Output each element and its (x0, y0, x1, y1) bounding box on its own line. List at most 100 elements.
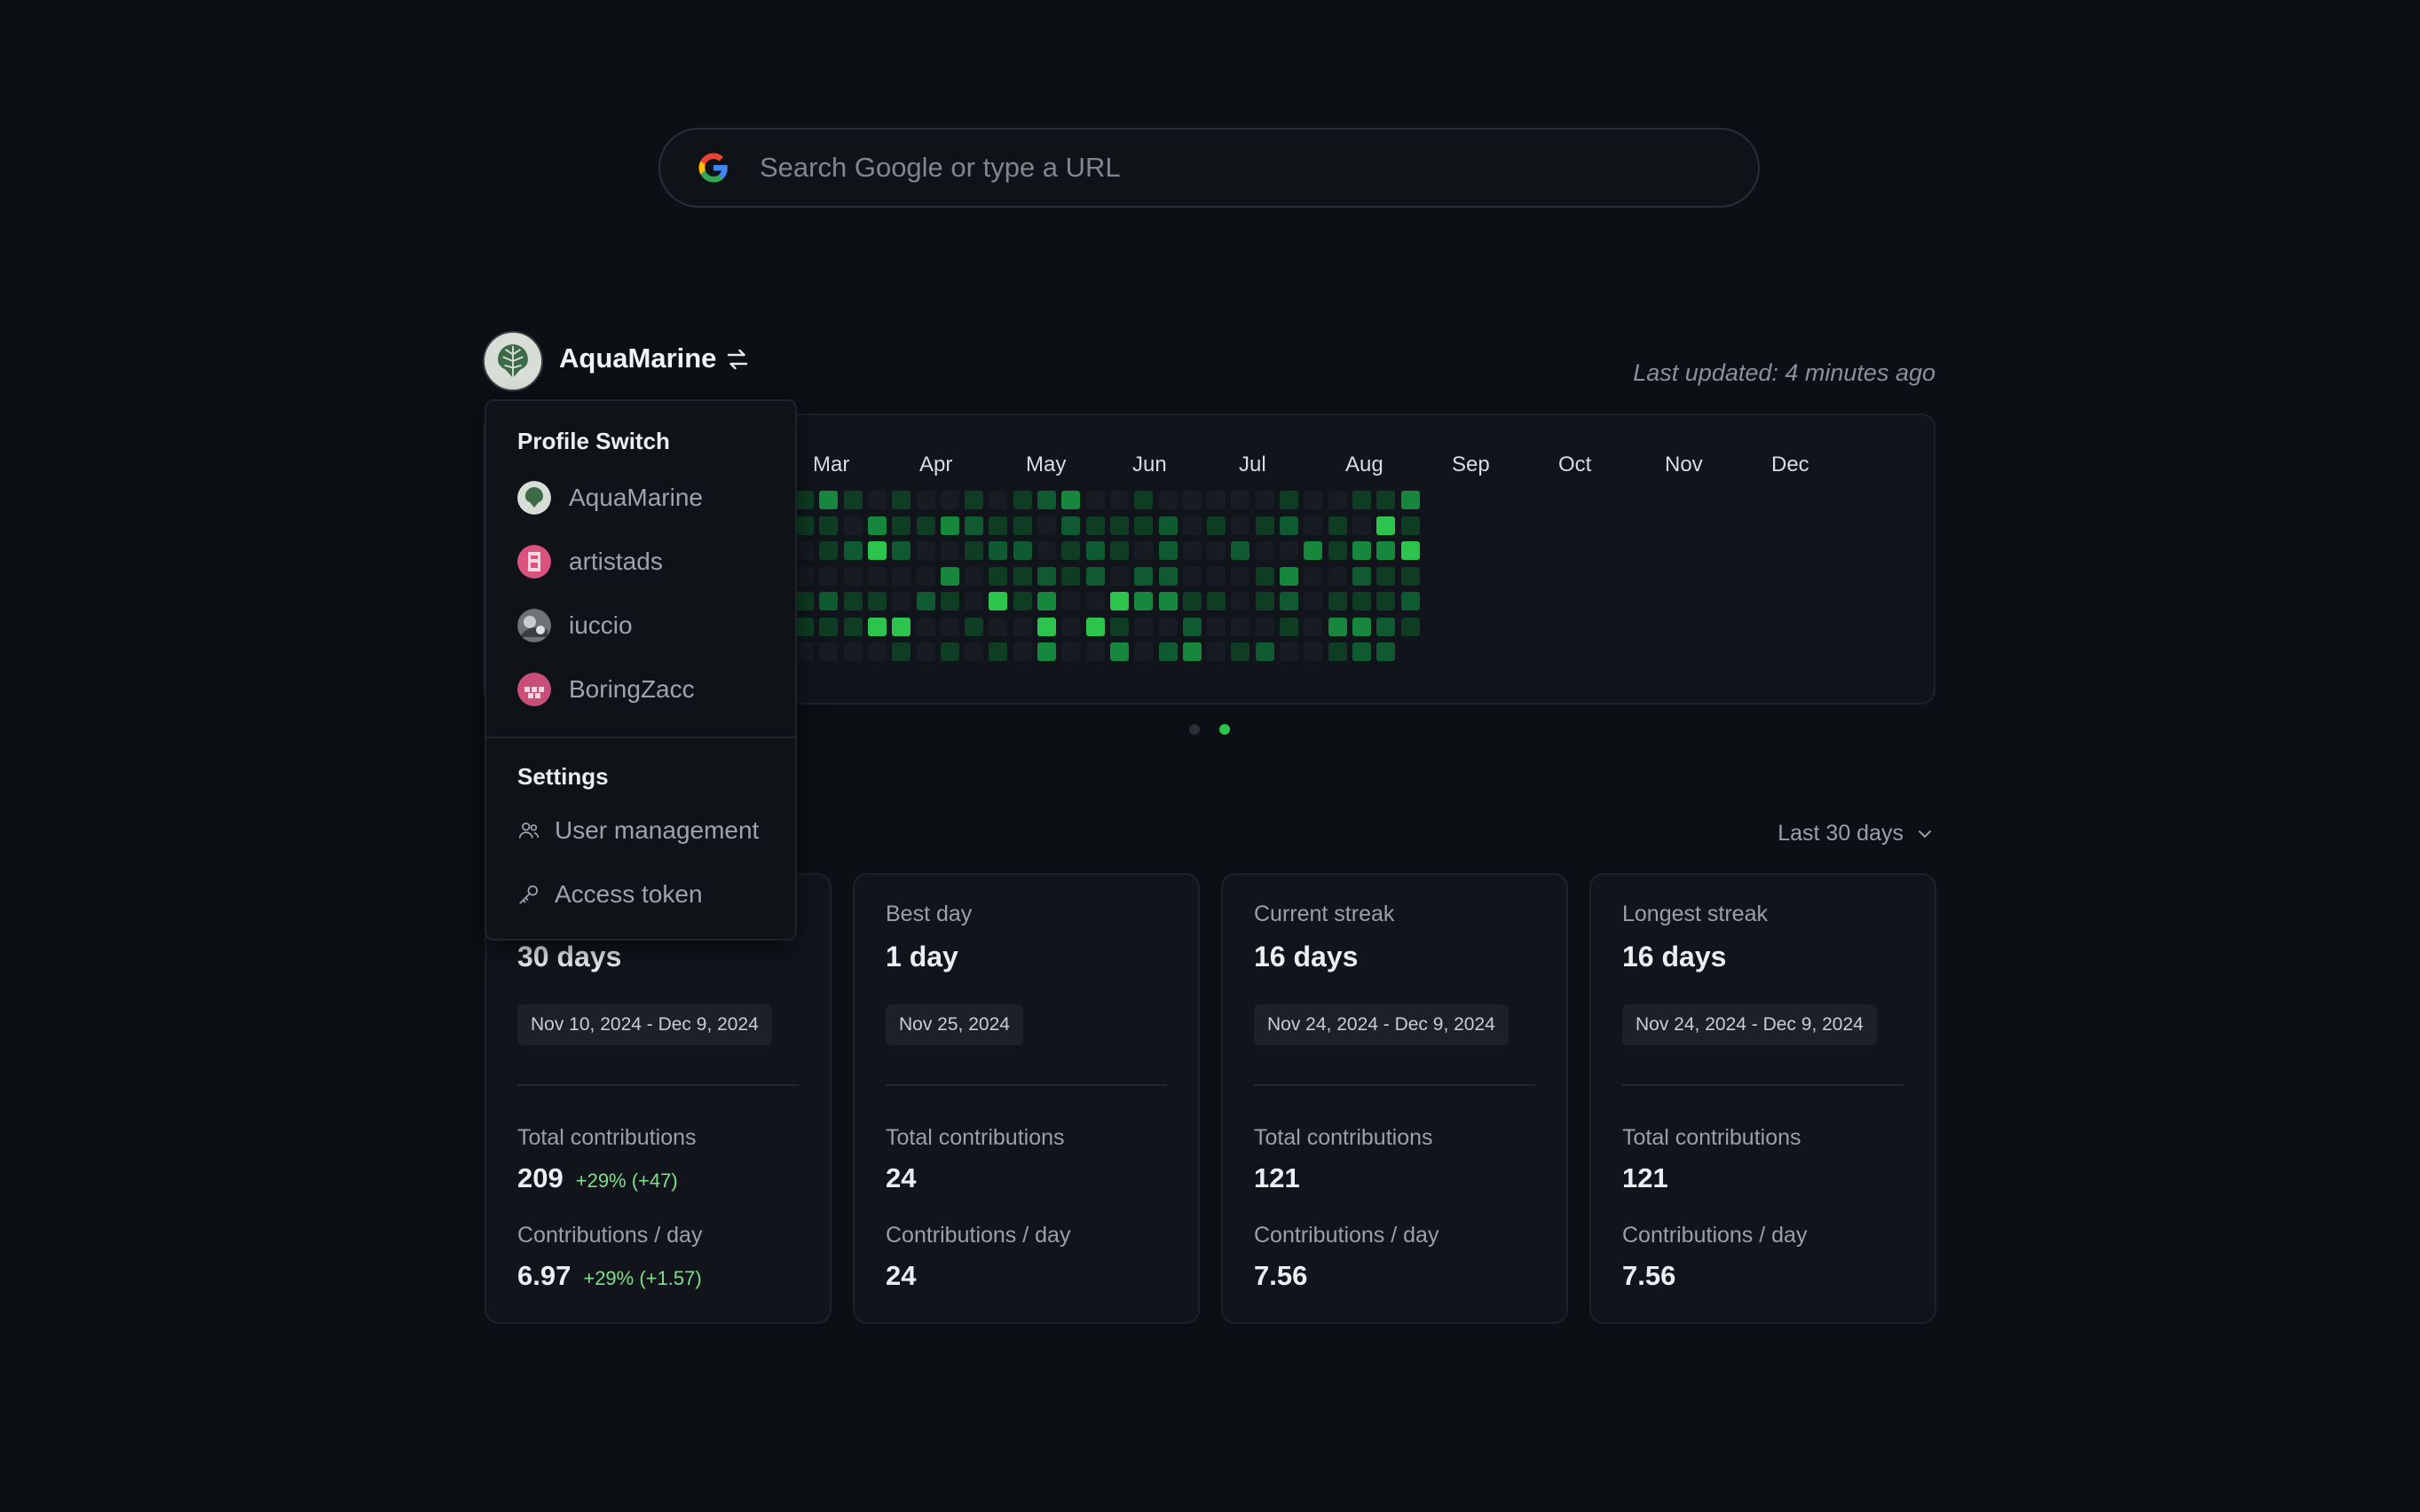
heatmap-cell[interactable] (1255, 491, 1274, 509)
heatmap-cell[interactable] (1280, 592, 1298, 610)
heatmap-cell[interactable] (1085, 642, 1105, 661)
heatmap-cell[interactable] (1061, 566, 1081, 586)
heatmap-cell[interactable] (965, 516, 984, 535)
heatmap-cell[interactable] (1109, 566, 1129, 586)
heatmap-cell[interactable] (1376, 491, 1396, 509)
heatmap-cell[interactable] (1134, 541, 1154, 560)
heatmap-cell[interactable] (1109, 541, 1129, 560)
heatmap-cell[interactable] (1134, 491, 1154, 509)
heatmap-cell[interactable] (1207, 491, 1226, 509)
heatmap-cell[interactable] (1304, 566, 1323, 586)
heatmap-cell[interactable] (1207, 592, 1226, 610)
heatmap-cell[interactable] (1352, 617, 1371, 636)
heatmap-cell[interactable] (1085, 566, 1105, 586)
heatmap-cell[interactable] (1376, 617, 1396, 636)
heatmap-cell[interactable] (843, 642, 863, 661)
heatmap-cell[interactable] (989, 516, 1008, 535)
heatmap-cell[interactable] (1400, 617, 1420, 636)
heatmap-cell[interactable] (1231, 592, 1250, 610)
heatmap-cell[interactable] (1037, 491, 1056, 509)
heatmap-cell[interactable] (1013, 491, 1032, 509)
heatmap-cell[interactable] (1158, 592, 1178, 610)
heatmap-cell[interactable] (1182, 592, 1202, 610)
heatmap-cell[interactable] (1182, 541, 1202, 560)
heatmap-cell[interactable] (1061, 541, 1081, 560)
heatmap-cell[interactable] (1134, 642, 1154, 661)
heatmap-cell[interactable] (843, 541, 863, 560)
heatmap-cell[interactable] (916, 541, 935, 560)
heatmap-cell[interactable] (1376, 566, 1396, 586)
heatmap-cell[interactable] (1013, 541, 1032, 560)
heatmap-cell[interactable] (795, 491, 814, 509)
heatmap-cell[interactable] (965, 617, 984, 636)
heatmap-cell[interactable] (1328, 516, 1347, 535)
heatmap-cell[interactable] (1376, 642, 1396, 661)
heatmap-cell[interactable] (989, 592, 1008, 610)
heatmap-cell[interactable] (892, 642, 911, 661)
profile-item-aquamarine[interactable]: AquaMarine (517, 481, 703, 515)
heatmap-cell[interactable] (1280, 516, 1298, 535)
heatmap-cell[interactable] (1352, 491, 1371, 509)
heatmap-cell[interactable] (1109, 592, 1129, 610)
heatmap-cell[interactable] (940, 541, 959, 560)
access-token-item[interactable]: Access token (517, 880, 703, 909)
heatmap-cell[interactable] (843, 617, 863, 636)
heatmap-cell[interactable] (892, 491, 911, 509)
heatmap-cell[interactable] (1158, 617, 1178, 636)
heatmap-cell[interactable] (916, 642, 935, 661)
heatmap-cell[interactable] (1400, 541, 1420, 560)
heatmap-cell[interactable] (1182, 642, 1202, 661)
heatmap-cell[interactable] (843, 491, 863, 509)
heatmap-cell[interactable] (965, 592, 984, 610)
heatmap-cell[interactable] (1061, 516, 1081, 535)
heatmap-cell[interactable] (1158, 566, 1178, 586)
search-input[interactable] (758, 151, 1758, 185)
heatmap-cell[interactable] (989, 541, 1008, 560)
heatmap-cell[interactable] (1013, 592, 1032, 610)
page-dot-active[interactable] (1219, 724, 1230, 735)
heatmap-cell[interactable] (916, 566, 935, 586)
heatmap-cell[interactable] (1085, 516, 1105, 535)
heatmap-cell[interactable] (795, 566, 814, 586)
heatmap-cell[interactable] (867, 541, 887, 560)
heatmap-cell[interactable] (1280, 566, 1298, 586)
heatmap-cell[interactable] (1109, 617, 1129, 636)
heatmap-cell[interactable] (1376, 541, 1396, 560)
heatmap-cell[interactable] (819, 592, 839, 610)
heatmap-cell[interactable] (1182, 566, 1202, 586)
heatmap-cell[interactable] (892, 516, 911, 535)
heatmap-cell[interactable] (989, 491, 1008, 509)
heatmap-cell[interactable] (867, 617, 887, 636)
heatmap-cell[interactable] (1085, 541, 1105, 560)
heatmap-cell[interactable] (1328, 592, 1347, 610)
profile-item-artistads[interactable]: artistads (517, 545, 663, 579)
heatmap-cell[interactable] (1134, 566, 1154, 586)
heatmap-cell[interactable] (1134, 516, 1154, 535)
heatmap-cell[interactable] (795, 642, 814, 661)
heatmap-cell[interactable] (940, 592, 959, 610)
heatmap-cell[interactable] (1207, 642, 1226, 661)
heatmap-cell[interactable] (1352, 566, 1371, 586)
heatmap-cell[interactable] (1255, 617, 1274, 636)
heatmap-cell[interactable] (1207, 566, 1226, 586)
heatmap-cell[interactable] (1352, 642, 1371, 661)
range-selector[interactable]: Last 30 days (1778, 821, 1934, 847)
heatmap-cell[interactable] (1231, 617, 1250, 636)
heatmap-cell[interactable] (1304, 642, 1323, 661)
heatmap-cell[interactable] (1158, 642, 1178, 661)
heatmap-cell[interactable] (867, 566, 887, 586)
heatmap-cell[interactable] (1061, 491, 1081, 509)
heatmap-cell[interactable] (965, 541, 984, 560)
heatmap-cell[interactable] (1255, 516, 1274, 535)
heatmap-cell[interactable] (1061, 642, 1081, 661)
heatmap-cell[interactable] (1037, 642, 1056, 661)
heatmap-cell[interactable] (1304, 541, 1323, 560)
heatmap-cell[interactable] (940, 642, 959, 661)
swap-icon[interactable] (724, 346, 751, 373)
heatmap-cell[interactable] (819, 491, 839, 509)
profile-name[interactable]: AquaMarine (559, 343, 717, 374)
heatmap-cell[interactable] (1255, 566, 1274, 586)
heatmap-cell[interactable] (1061, 592, 1081, 610)
heatmap-cell[interactable] (965, 642, 984, 661)
heatmap-cell[interactable] (965, 491, 984, 509)
